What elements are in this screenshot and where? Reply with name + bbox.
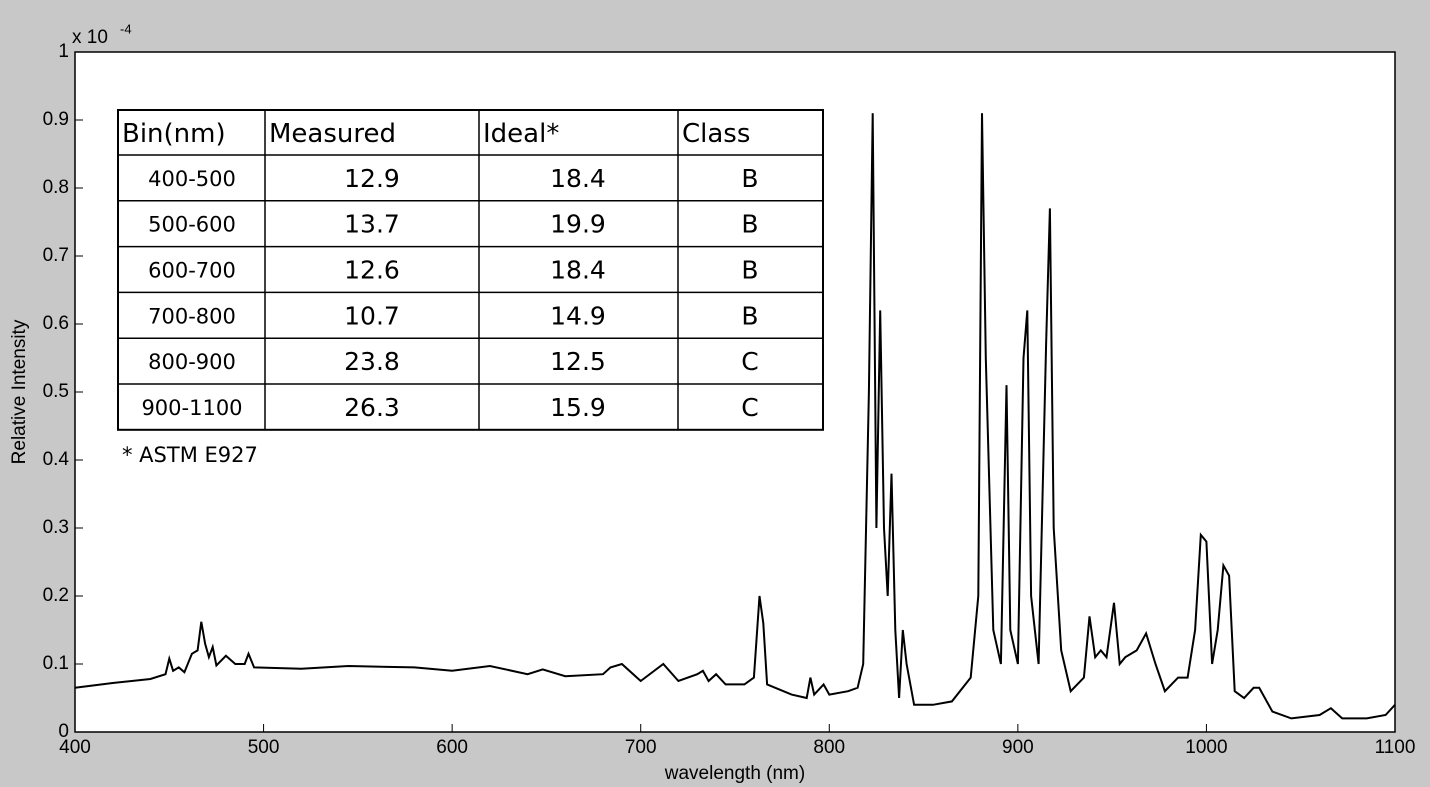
y-tick-label: 0.1 [43, 653, 69, 674]
table-cell: 900-1100 [141, 396, 242, 420]
table-cell: 400-500 [148, 167, 236, 191]
table-cell: B [741, 210, 758, 239]
table-bg [117, 109, 824, 431]
x-tick-label: 800 [813, 737, 845, 758]
table-cell: 700-800 [148, 304, 236, 328]
y-tick-label: 0.7 [43, 245, 69, 266]
table-cell: 18.4 [550, 256, 606, 285]
y-tick-label: 0.9 [43, 109, 69, 130]
spectrum-line [74, 113, 1396, 720]
y-tick-label: 1 [58, 41, 69, 62]
y-tick-label: 0.8 [43, 177, 69, 198]
table-cell: C [741, 347, 758, 376]
y-tick-label: 0.4 [43, 449, 70, 470]
table-cell: 13.7 [344, 210, 400, 239]
x-tick-label: 1100 [1375, 737, 1416, 758]
table-cell: 23.8 [344, 347, 400, 376]
x-tick-label: 500 [248, 737, 280, 758]
table-header: Ideal* [483, 119, 559, 149]
table-cell: B [741, 164, 758, 193]
table-cell: 14.9 [550, 301, 606, 330]
table-header: Measured [269, 119, 396, 149]
x-tick-label: 600 [436, 737, 468, 758]
table-cell: 12.5 [550, 347, 606, 376]
table-cell: 10.7 [344, 301, 400, 330]
y-tick-label: 0.5 [43, 381, 69, 402]
table-header: Class [682, 119, 750, 149]
table-cell: 26.3 [344, 393, 400, 422]
x-tick-label: 400 [59, 737, 91, 758]
y-tick-label: 0.3 [43, 517, 69, 538]
table-cell: C [741, 393, 758, 422]
table-cell: 18.4 [550, 164, 606, 193]
table-cell: 12.9 [344, 164, 400, 193]
y-multiplier: x 10 [72, 27, 108, 48]
x-tick-label: 900 [1002, 737, 1034, 758]
table-cell: B [741, 301, 758, 330]
table-cell: 600-700 [148, 259, 236, 283]
y-multiplier-exponent: -4 [120, 21, 132, 36]
table-cell: 500-600 [148, 213, 236, 237]
table-cell: B [741, 256, 758, 285]
table-cell: 800-900 [148, 350, 236, 374]
y-tick-label: 0.6 [43, 313, 69, 334]
table-cell: 19.9 [550, 210, 606, 239]
y-tick-label: 0 [58, 721, 69, 742]
table-cell: 15.9 [550, 393, 606, 422]
y-tick-label: 0.2 [43, 585, 69, 606]
table-cell: 12.6 [344, 256, 400, 285]
y-axis-label: Relative Intensity [9, 319, 30, 464]
x-tick-label: 1000 [1185, 737, 1227, 758]
table-header: Bin(nm) [122, 119, 226, 149]
table-note: * ASTM E927 [122, 443, 258, 467]
x-tick-label: 700 [625, 737, 657, 758]
x-axis-label: wavelength (nm) [664, 763, 805, 784]
